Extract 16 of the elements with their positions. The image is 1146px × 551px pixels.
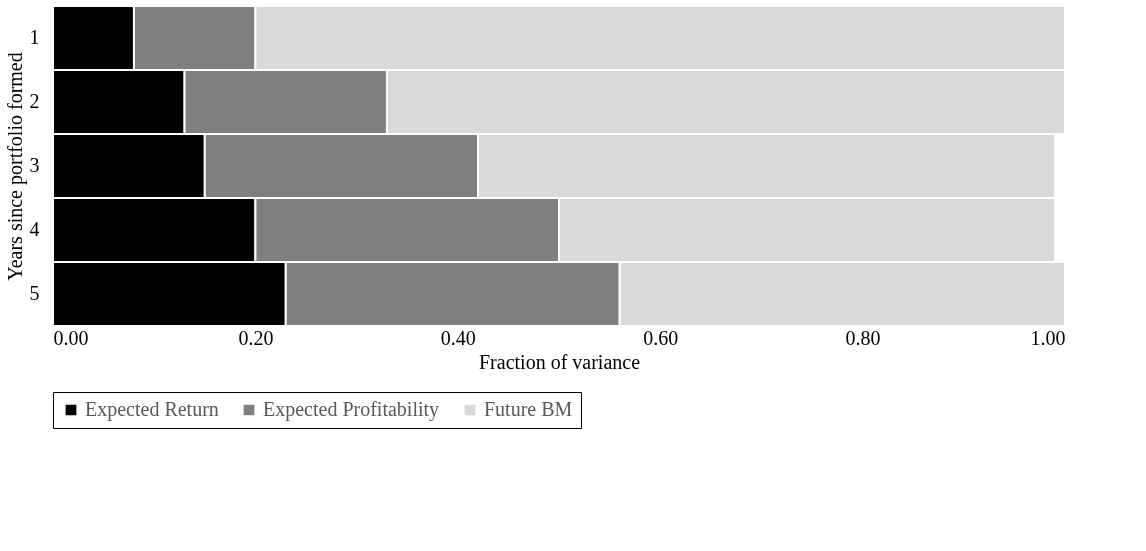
legend-label: Expected Profitability bbox=[263, 398, 440, 421]
x-tick-label: 0.00 bbox=[53, 326, 89, 349]
y-tick-label: 5 bbox=[29, 282, 40, 304]
y-axis-title: Years since portfolio formed bbox=[3, 52, 27, 281]
legend-label: Expected Return bbox=[85, 398, 219, 421]
legend-label: Future BM bbox=[484, 398, 573, 420]
y-tick-label: 2 bbox=[29, 90, 40, 112]
x-tick-label: 1.00 bbox=[1030, 326, 1066, 349]
x-tick-label: 0.80 bbox=[845, 326, 881, 349]
y-tick-label: 1 bbox=[29, 26, 40, 48]
x-axis-title: Fraction of variance bbox=[478, 350, 641, 373]
y-tick-label: 4 bbox=[29, 218, 40, 240]
x-tick-label: 0.20 bbox=[238, 326, 274, 349]
y-tick-label: 3 bbox=[29, 154, 40, 176]
x-tick-label: 0.60 bbox=[643, 326, 679, 349]
x-tick-label: 0.40 bbox=[440, 326, 476, 349]
